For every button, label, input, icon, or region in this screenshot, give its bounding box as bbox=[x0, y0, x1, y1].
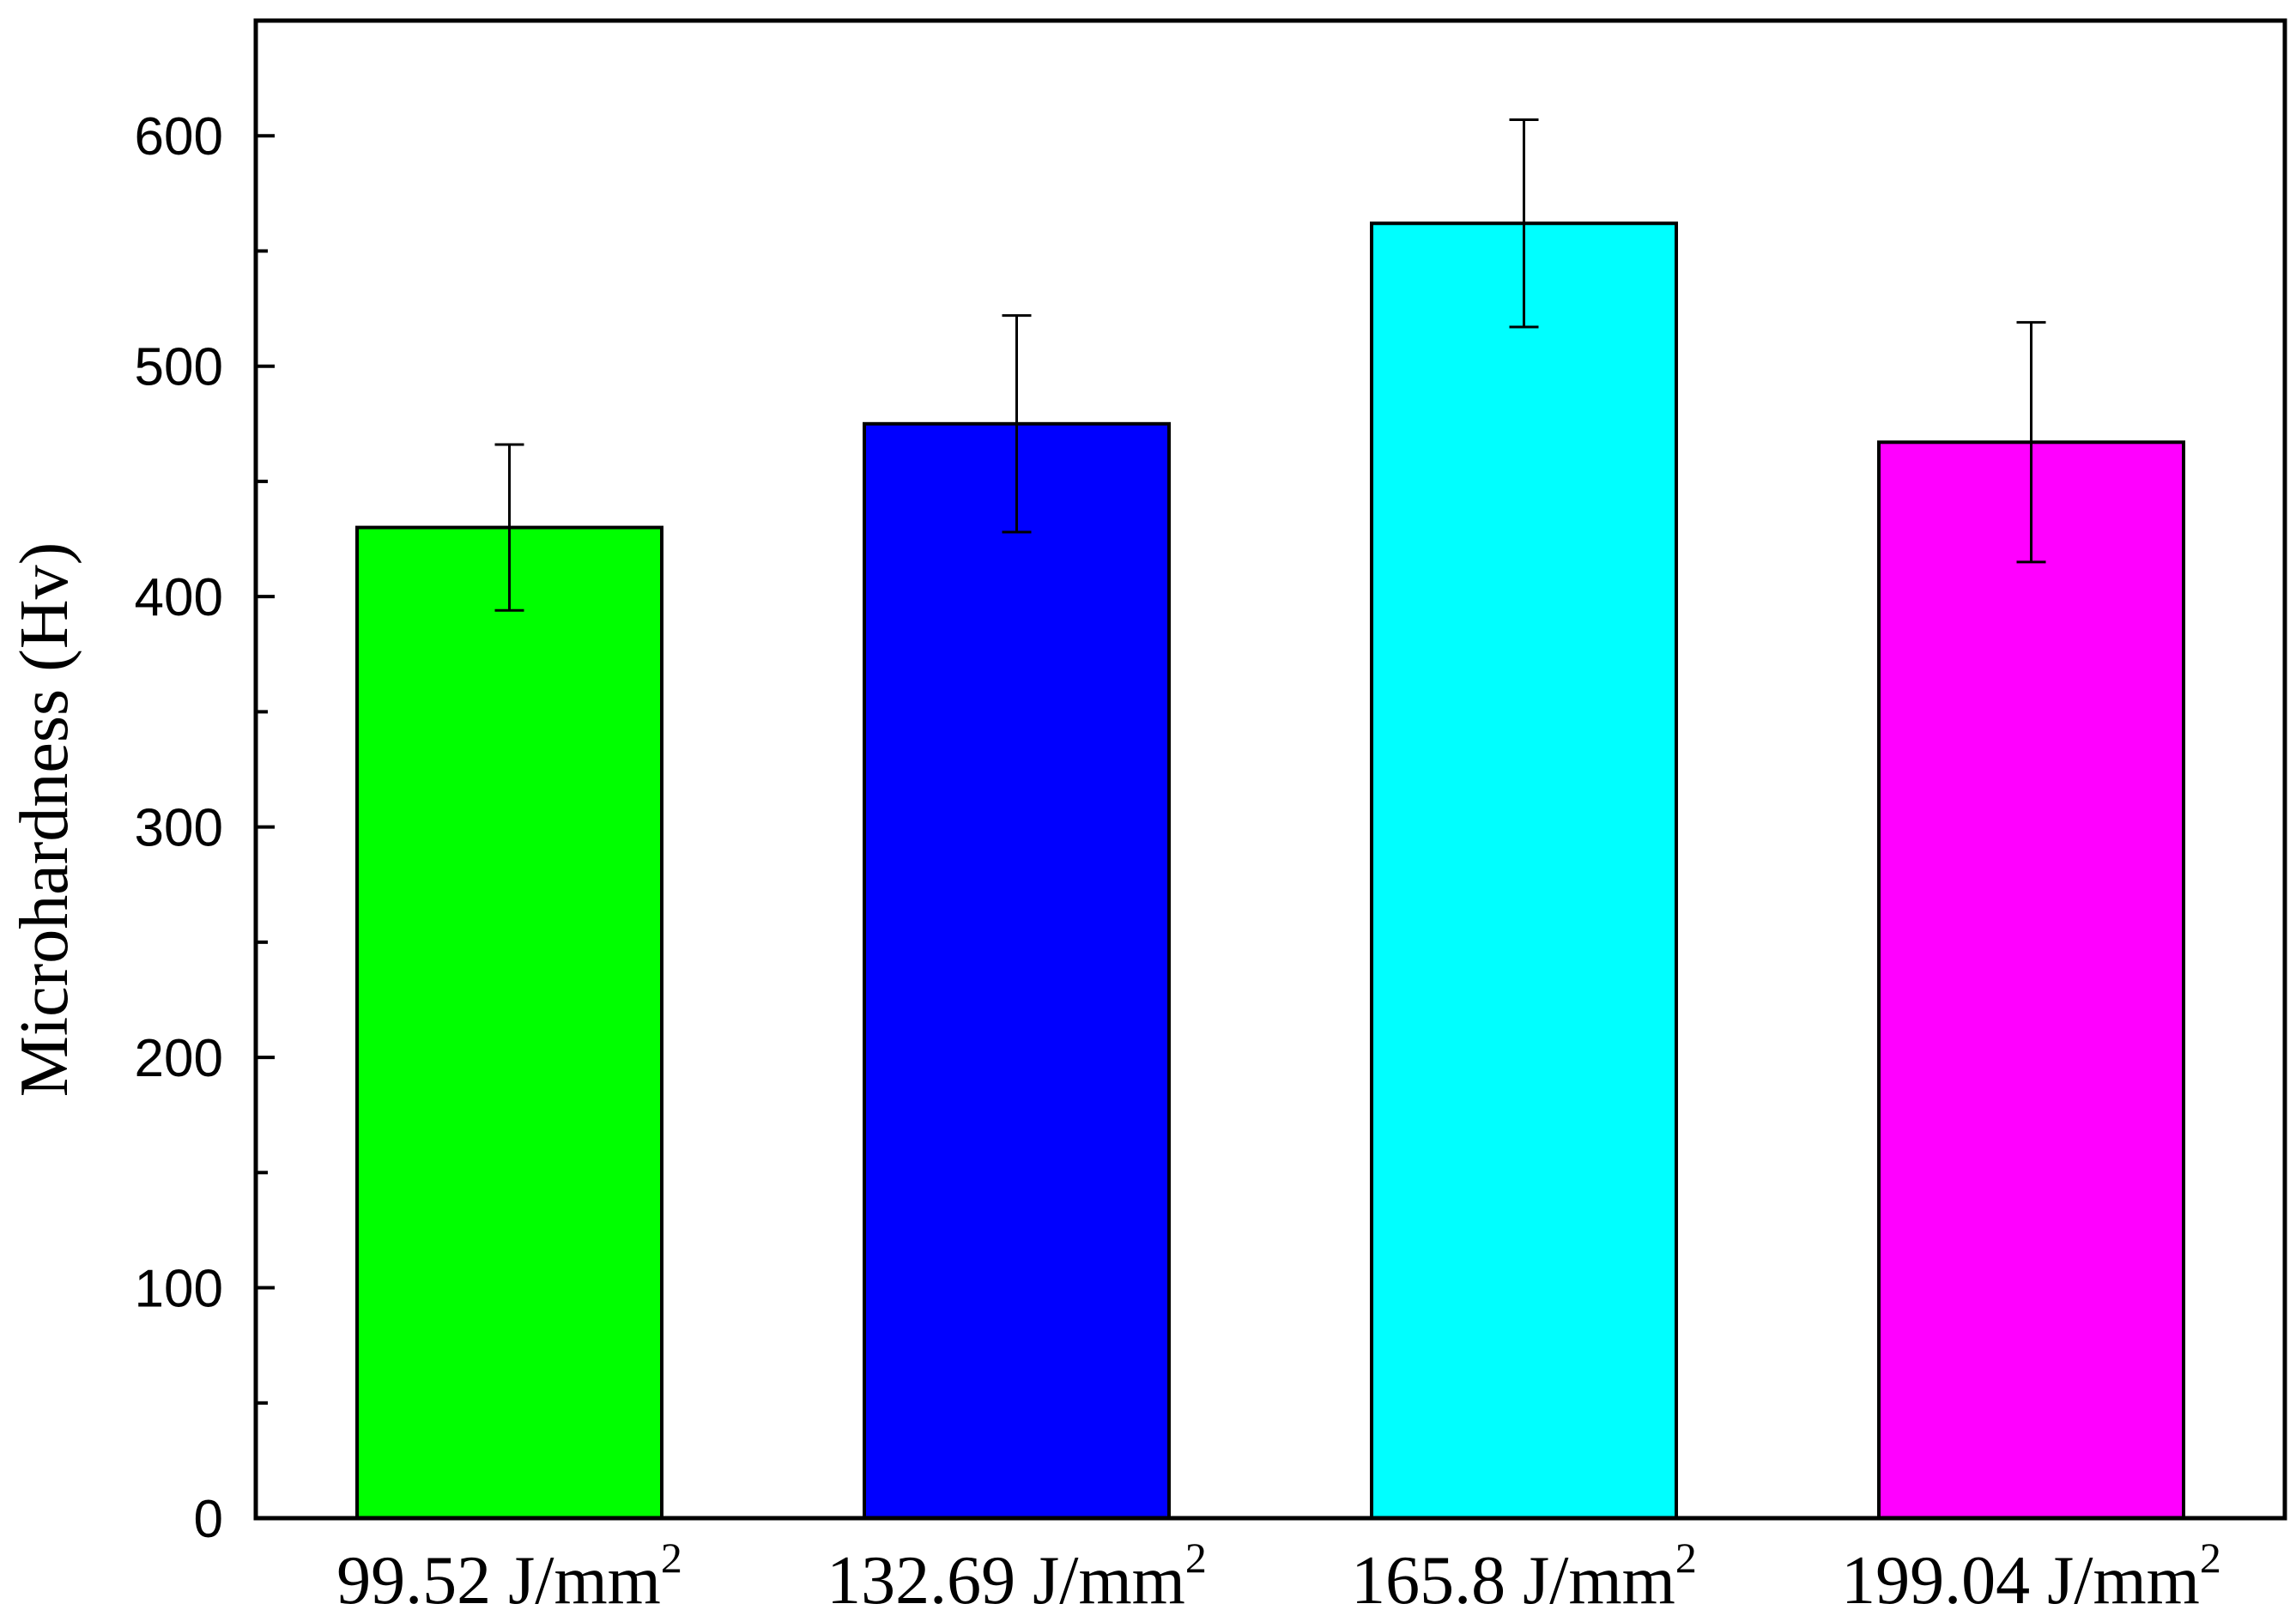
axis-labels: 99.52 J/mm2 132.69 J/mm2 165.8 J/mm2 199.04… bbox=[135, 107, 2221, 1619]
y-tick-label: 0 bbox=[194, 1490, 223, 1549]
y-tick-label: 300 bbox=[135, 799, 223, 858]
x-tick-label-superscript: 2 bbox=[2200, 1534, 2221, 1582]
x-tick-label-superscript: 2 bbox=[661, 1534, 682, 1582]
y-tick-label: 400 bbox=[135, 568, 223, 627]
x-tick-label-text: 99.52 J/mm bbox=[336, 1543, 661, 1619]
x-tick-label-text: 165.8 J/mm bbox=[1351, 1543, 1675, 1619]
bar-4 bbox=[1877, 440, 2185, 1520]
bar-3 bbox=[1370, 221, 1678, 1521]
x-tick-label-3: 165.8 J/mm2 bbox=[1351, 1534, 1697, 1619]
x-tick-label-4: 199.04 J/mm2 bbox=[1841, 1534, 2221, 1619]
x-tick-label-text: 132.69 J/mm bbox=[827, 1543, 1185, 1619]
y-axis-ticks bbox=[256, 134, 275, 1520]
y-tick-label: 500 bbox=[135, 338, 223, 397]
bar-1 bbox=[355, 525, 663, 1520]
y-axis-title: Microhardness (Hv) bbox=[7, 542, 82, 1097]
x-tick-label-superscript: 2 bbox=[1185, 1534, 1207, 1582]
error-bar-1 bbox=[494, 443, 524, 612]
y-tick-label: 600 bbox=[135, 107, 223, 166]
x-tick-label-text: 199.04 J/mm bbox=[1841, 1543, 2200, 1619]
error-bars-layer bbox=[494, 118, 2046, 612]
bar-2 bbox=[863, 421, 1171, 1520]
x-tick-label-1: 99.52 J/mm2 bbox=[336, 1534, 682, 1619]
bars-layer bbox=[355, 221, 2185, 1521]
plot-frame bbox=[253, 18, 2287, 1521]
error-bar-2 bbox=[1002, 314, 1032, 534]
y-tick-label: 200 bbox=[135, 1029, 223, 1088]
error-bar-3 bbox=[1509, 118, 1539, 329]
error-bar-4 bbox=[2016, 321, 2046, 564]
x-tick-label-superscript: 2 bbox=[1675, 1534, 1697, 1582]
x-tick-label-2: 132.69 J/mm2 bbox=[827, 1534, 1207, 1619]
y-tick-label: 100 bbox=[135, 1260, 223, 1319]
